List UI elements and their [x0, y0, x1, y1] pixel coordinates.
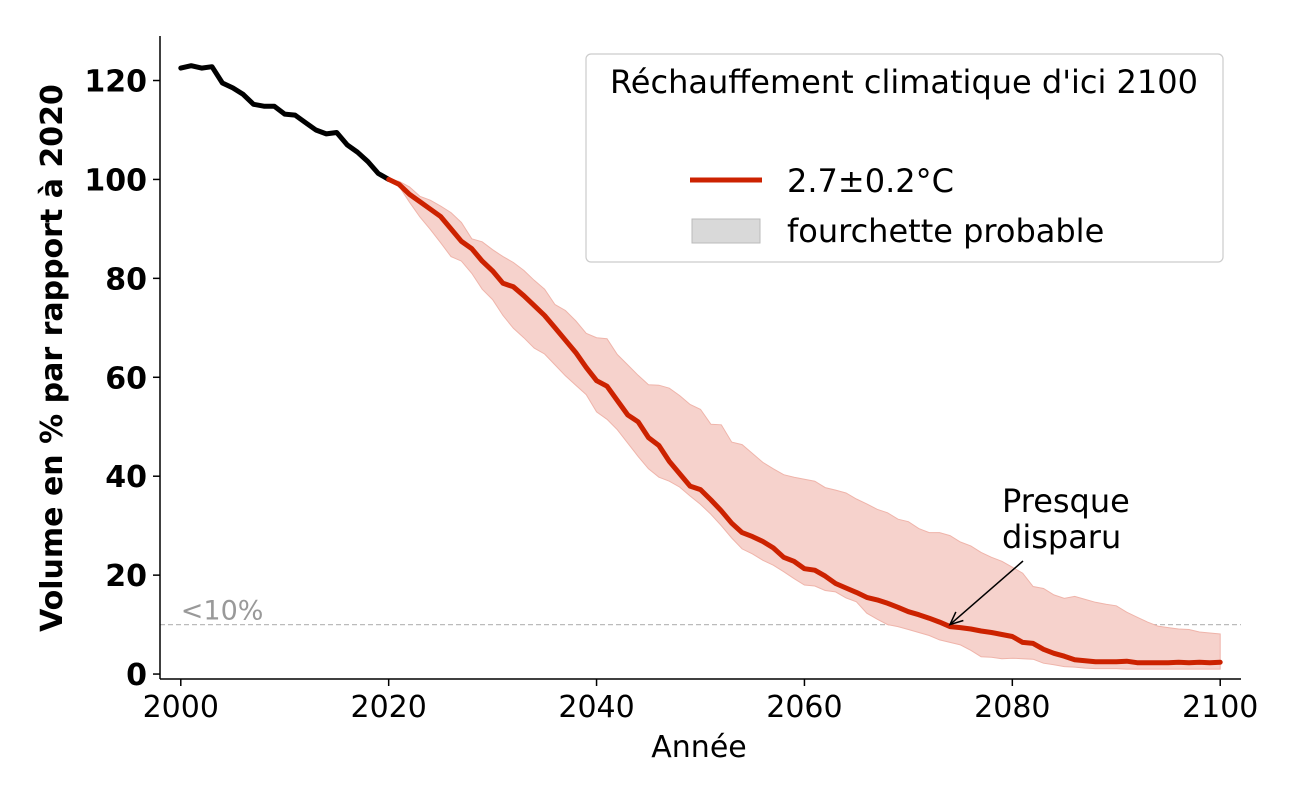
series-lines-group [178, 63, 1223, 666]
legend-title: Réchauffement climatique d'ici 2100 [610, 63, 1198, 101]
legend-line-label: 2.7±0.2°C [787, 162, 954, 200]
y-tick-label: 20 [105, 559, 147, 594]
legend-band-label: fourchette probable [787, 212, 1104, 250]
y-tick-label: 0 [126, 658, 147, 693]
y-axis-title: Volume en % par rapport à 2020 [35, 84, 70, 632]
x-tick-label: 2060 [766, 690, 842, 725]
axes-group [159, 36, 1241, 680]
y-tick-label: 120 [84, 65, 147, 100]
legend: Réchauffement climatique d'ici 2100 2.7±… [585, 53, 1224, 263]
x-tick-label: 2040 [558, 690, 634, 725]
annotation-arrow-group [948, 560, 1024, 626]
x-tick-label: 2100 [1182, 690, 1258, 725]
y-tick-label: 100 [84, 163, 147, 198]
annotation-arrow-line [949, 560, 1024, 626]
y-tick-label: 60 [105, 361, 147, 396]
x-axis-title: Année [651, 730, 746, 765]
legend-frame [585, 53, 1224, 263]
annotation-line-1: Presque [1002, 482, 1130, 520]
x-tick-label: 2000 [143, 690, 219, 725]
y-tick-label: 80 [105, 262, 147, 297]
y-tick-label: 40 [105, 460, 147, 495]
annotation-arrow-head [948, 611, 964, 626]
threshold-label: <10% [181, 596, 264, 627]
x-tick-label: 2080 [974, 690, 1050, 725]
annotation-text: Presque disparu [1002, 482, 1140, 556]
projection-line [386, 176, 1223, 666]
x-tick-label: 2020 [350, 690, 426, 725]
historical-line [178, 63, 392, 182]
annotation-line-2: disparu [1002, 518, 1121, 556]
legend-band-swatch [691, 218, 761, 244]
